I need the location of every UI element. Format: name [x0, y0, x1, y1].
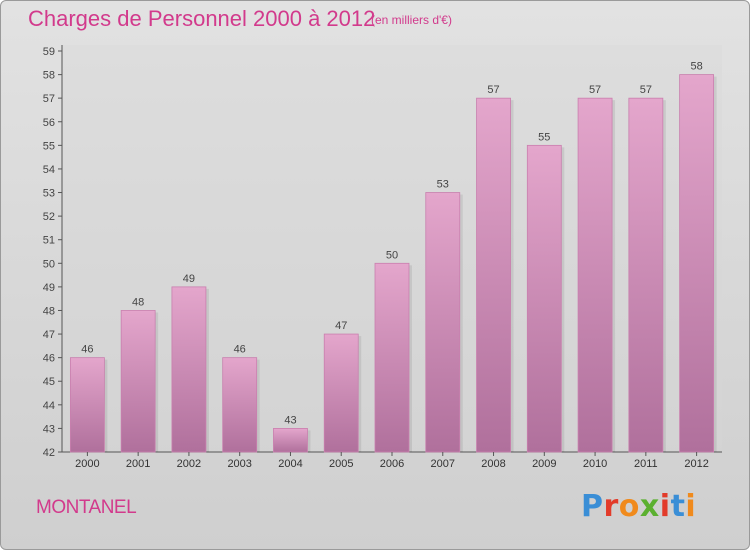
chart-title: Charges de Personnel 2000 à 2012 [28, 6, 376, 31]
bar-2008 [476, 97, 511, 453]
logo-letter: P [581, 489, 604, 524]
x-tick-label-2005: 2005 [329, 458, 353, 470]
city-name: MONTANEL [36, 497, 137, 518]
x-tick-label-2001: 2001 [126, 458, 150, 470]
chart-subtitle: (en milliers d'€) [371, 13, 452, 27]
y-tick-label: 57 [43, 93, 55, 105]
y-tick-label: 46 [43, 353, 55, 365]
y-tick-label: 45 [43, 376, 55, 388]
bar-2004 [273, 428, 308, 453]
bar-2006 [374, 262, 410, 453]
bar-2007 [425, 192, 461, 453]
data-label-2004: 43 [284, 414, 296, 426]
y-tick-label: 48 [43, 305, 55, 317]
y-tick-label: 53 [43, 188, 55, 200]
x-tick-label-2010: 2010 [583, 458, 607, 470]
x-tick-label-2009: 2009 [532, 458, 556, 470]
logo-letter: i [659, 489, 671, 524]
y-tick-label: 59 [43, 46, 55, 58]
data-label-2008: 57 [487, 84, 499, 96]
x-tick-label-2003: 2003 [227, 458, 251, 470]
x-tick-label-2006: 2006 [380, 458, 404, 470]
logo-letter: x [639, 489, 660, 524]
bar-2000 [69, 357, 105, 453]
y-tick-label: 42 [43, 447, 55, 459]
data-label-2005: 47 [335, 320, 347, 332]
y-tick-label: 43 [43, 423, 55, 435]
data-label-2003: 46 [234, 344, 246, 356]
bar-2001 [120, 310, 156, 453]
y-tick-label: 54 [43, 164, 55, 176]
data-label-2000: 46 [81, 344, 93, 356]
y-tick-label: 58 [43, 70, 55, 82]
data-label-2007: 53 [437, 179, 449, 191]
x-tick-label-2004: 2004 [278, 458, 302, 470]
y-tick-label: 55 [43, 140, 55, 152]
bar-2009 [526, 144, 562, 453]
y-tick-label: 51 [43, 235, 55, 247]
x-tick-label-2008: 2008 [481, 458, 505, 470]
bar-2002 [171, 286, 207, 453]
x-tick-label-2007: 2007 [431, 458, 455, 470]
y-tick-label: 44 [43, 400, 55, 412]
data-label-2006: 50 [386, 249, 398, 261]
logo-letter: o [618, 489, 640, 524]
bar-2012 [679, 74, 715, 453]
data-label-2002: 49 [183, 273, 195, 285]
x-tick-label-2012: 2012 [684, 458, 708, 470]
bar-2003 [222, 357, 258, 453]
x-tick-label-2002: 2002 [177, 458, 201, 470]
y-tick-label: 56 [43, 117, 55, 129]
bar-2005 [323, 333, 359, 453]
y-tick-label: 47 [43, 329, 55, 341]
y-tick-label: 49 [43, 282, 55, 294]
x-tick-label-2000: 2000 [75, 458, 99, 470]
bar-2011 [628, 97, 664, 453]
logo-letter: i [685, 489, 697, 524]
data-label-2012: 58 [690, 61, 702, 73]
logo-letter: t [670, 489, 686, 524]
data-label-2009: 55 [538, 131, 550, 143]
proxiti-logo: Proxiti [581, 489, 696, 524]
y-tick-label: 52 [43, 211, 55, 223]
bar-2010 [577, 97, 613, 453]
data-label-2010: 57 [589, 84, 601, 96]
logo-letter: r [603, 489, 619, 524]
data-label-2011: 57 [640, 84, 652, 96]
x-tick-label-2011: 2011 [634, 458, 658, 470]
data-label-2001: 48 [132, 296, 144, 308]
y-tick-label: 50 [43, 258, 55, 270]
